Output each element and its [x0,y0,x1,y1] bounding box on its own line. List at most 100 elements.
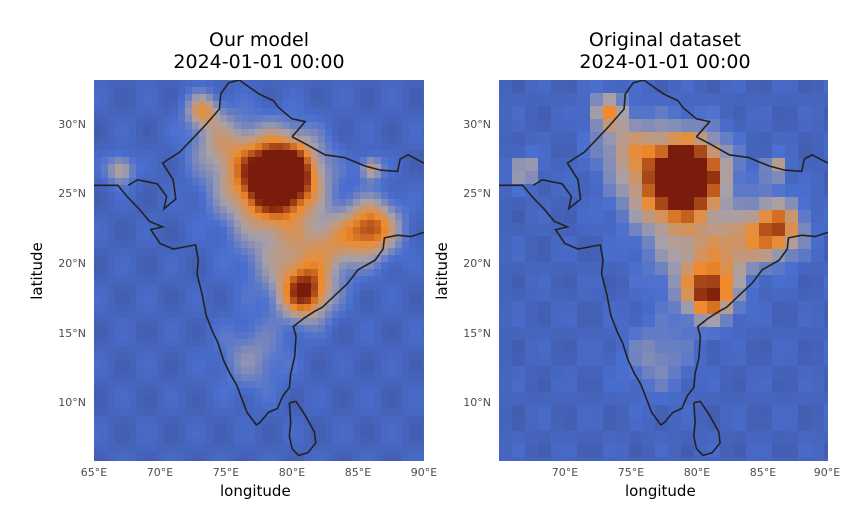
heatmap-cell [206,178,214,186]
heatmap-cell [122,227,130,235]
heatmap-cell [707,275,721,289]
heatmap-cell [603,262,617,276]
heatmap-cell [108,108,116,116]
heatmap-cell [157,262,165,270]
heatmap-cell [367,360,375,368]
heatmap-cell [668,340,682,354]
heatmap-cell [220,304,228,312]
heatmap-cell [283,185,291,193]
heatmap-cell [122,276,130,284]
heatmap-cell [538,405,552,419]
heatmap-cell [164,353,172,361]
heatmap-cell [101,150,109,158]
heatmap-cell [136,409,144,417]
heatmap-cell [248,192,256,200]
heatmap-cell [150,318,158,326]
heatmap-cell [824,431,828,445]
heatmap-cell [248,381,256,389]
heatmap-cell [276,451,284,459]
heatmap-cell [290,80,298,88]
heatmap-cell [325,101,333,109]
heatmap-cell [360,325,368,333]
heatmap-cell [129,164,137,172]
heatmap-cell [655,457,669,461]
heatmap-cell [185,101,193,109]
heatmap-cell [381,423,389,431]
heatmap-cell [318,122,326,130]
heatmap-cell [668,288,682,302]
heatmap-cell [157,276,165,284]
heatmap-cell [157,304,165,312]
heatmap-cell [248,241,256,249]
heatmap-cell [746,93,760,107]
heatmap-cell [318,115,326,123]
heatmap-cell [720,327,734,341]
heatmap-cell [164,255,172,263]
heatmap-cell [423,87,424,95]
heatmap-cell [409,80,417,88]
heatmap-cell [213,451,221,459]
heatmap-cell [157,346,165,354]
heatmap-cell [603,145,617,159]
heatmap-cell [101,199,109,207]
heatmap-cell [325,143,333,151]
heatmap-cell [234,220,242,228]
heatmap-cell [178,297,186,305]
heatmap-cell [101,206,109,214]
heatmap-cell [395,213,403,221]
heatmap-cell [136,87,144,95]
heatmap-cell [772,288,786,302]
heatmap-cell [590,171,604,185]
heatmap-cell [402,304,410,312]
heatmap-cell [227,423,235,431]
heatmap-cell [409,423,417,431]
heatmap-cell [220,388,228,396]
heatmap-cell [122,262,130,270]
heatmap-cell [234,269,242,277]
heatmap-cell [213,171,221,179]
heatmap-cell [206,451,214,459]
heatmap-cell [409,409,417,417]
heatmap-cell [824,210,828,224]
heatmap-cell [129,339,137,347]
heatmap-cell [185,157,193,165]
heatmap-cell [733,431,747,445]
heatmap-cell [590,392,604,406]
heatmap-cell [101,122,109,130]
heatmap-cell [143,409,151,417]
heatmap-cell [199,80,207,88]
heatmap-cell [811,119,825,133]
heatmap-cell [311,353,319,361]
heatmap-cell [185,325,193,333]
heatmap-cell [101,136,109,144]
heatmap-cell [213,87,221,95]
heatmap-cell [642,223,656,237]
heatmap-cell [402,367,410,375]
heatmap-cell [192,227,200,235]
heatmap-cell [811,145,825,159]
heatmap-cell [241,164,249,172]
heatmap-cell [283,283,291,291]
heatmap-cell [538,106,552,120]
heatmap-cell [304,157,312,165]
heatmap-cell [360,241,368,249]
heatmap-cell [283,444,291,452]
heatmap-cell [157,339,165,347]
heatmap-cell [395,381,403,389]
heatmap-cell [276,143,284,151]
heatmap-cell [381,143,389,151]
heatmap-cell [423,346,424,354]
heatmap-cell [381,206,389,214]
heatmap-cell [269,339,277,347]
heatmap-cell [325,157,333,165]
xtick-right-85: 85°E [738,466,788,479]
heatmap-cell [512,418,526,432]
heatmap-cell [642,288,656,302]
heatmap-cell [423,101,424,109]
heatmap-cell [346,402,354,410]
heatmap-cell [115,318,123,326]
ytick-left-25: 25°N [26,187,86,200]
heatmap-cell [525,262,539,276]
heatmap-cell [538,223,552,237]
heatmap-cell [150,395,158,403]
